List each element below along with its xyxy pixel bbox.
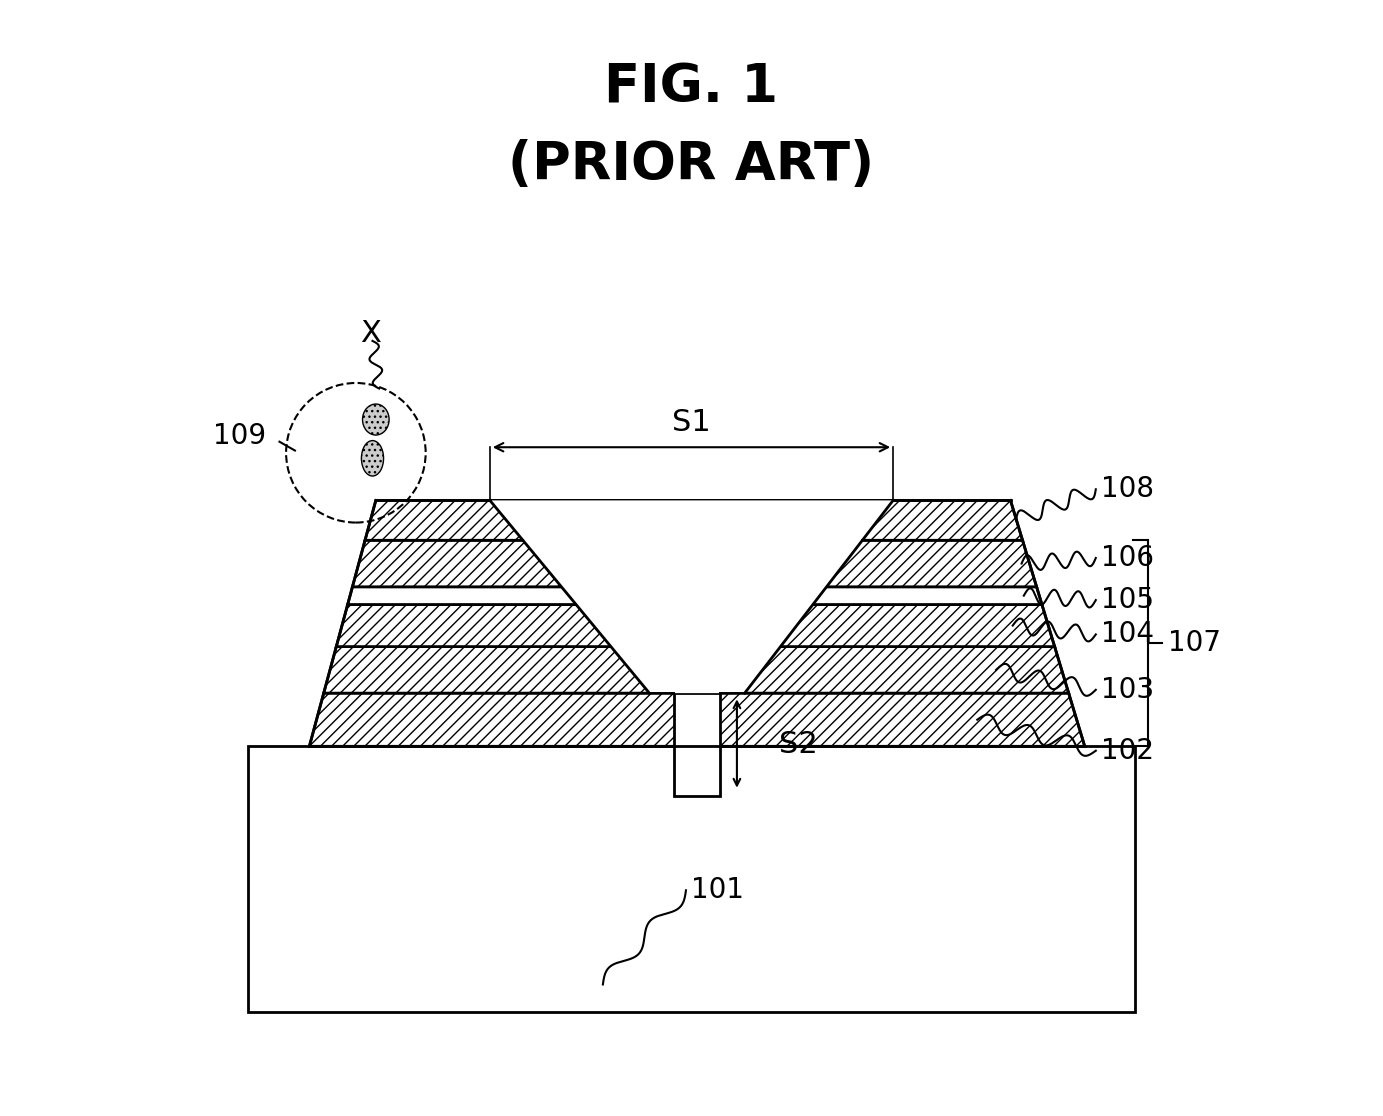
Text: 109: 109 [213,422,266,450]
Bar [674,693,721,747]
Polygon shape [353,540,1037,587]
Text: X: X [360,319,380,348]
Ellipse shape [362,404,389,435]
Bar [249,747,1134,1012]
Polygon shape [490,500,893,693]
Text: 103: 103 [1101,676,1155,704]
Text: 107: 107 [1167,629,1221,657]
Polygon shape [310,693,1084,747]
Text: (PRIOR ART): (PRIOR ART) [509,138,874,191]
Polygon shape [336,605,1055,646]
Polygon shape [324,646,1069,693]
Text: S1: S1 [672,408,711,437]
Text: 106: 106 [1101,543,1155,573]
Bar [674,693,721,796]
Text: 108: 108 [1101,475,1155,503]
Text: S2: S2 [779,730,817,759]
Polygon shape [347,587,1041,605]
Polygon shape [365,500,1022,540]
Text: 105: 105 [1101,586,1155,614]
Text: 101: 101 [692,876,744,904]
Text: 104: 104 [1101,620,1155,648]
Text: FIG. 1: FIG. 1 [604,61,779,113]
Text: 102: 102 [1101,737,1155,764]
Ellipse shape [361,441,383,477]
